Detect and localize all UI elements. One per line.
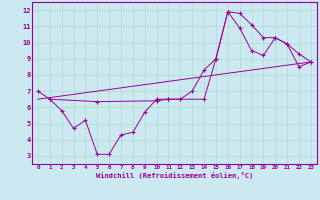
X-axis label: Windchill (Refroidissement éolien,°C): Windchill (Refroidissement éolien,°C) (96, 172, 253, 179)
